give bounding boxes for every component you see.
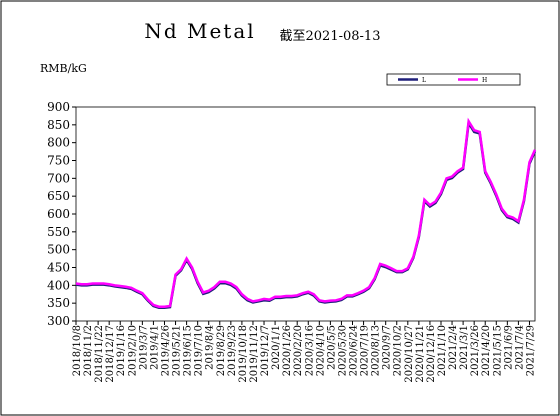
x-tick-label: 2020/9/7	[382, 325, 393, 370]
x-tick-label: 2018/12/17	[105, 325, 116, 383]
x-tick-label: 2019/9/23	[227, 325, 238, 376]
x-tick-label: 2020/2/20	[293, 325, 304, 376]
x-tick-label: 2019/4/1	[149, 325, 160, 370]
x-tick-label: 2021/7/29	[525, 325, 536, 376]
y-tick-label: 300	[47, 314, 70, 328]
x-tick-label: 2021/7/4	[514, 325, 525, 370]
x-tick-label: 2020/1/26	[282, 325, 293, 376]
x-tick-label: 2021/2/4	[448, 325, 459, 370]
legend-label: L	[422, 77, 426, 84]
x-tick-label: 2019/12/7	[260, 325, 271, 376]
y-tick-label: 600	[47, 207, 70, 221]
x-tick-label: 2020/10/27	[404, 325, 415, 383]
y-axis-label: RMB/kG	[40, 62, 87, 75]
x-tick-label: 2021/1/10	[437, 325, 448, 376]
x-tick-label: 2019/10/18	[238, 325, 249, 383]
x-tick-label: 2021/3/26	[470, 325, 481, 376]
x-tick-label: 2021/4/20	[481, 325, 492, 376]
x-tick-label: 2020/11/21	[415, 325, 426, 383]
x-tick-label: 2019/5/21	[172, 325, 183, 376]
y-tick-label: 800	[47, 136, 70, 150]
x-tick-label: 2020/3/16	[304, 325, 315, 376]
y-tick-label: 650	[47, 189, 70, 203]
chart-subtitle: 截至2021-08-13	[280, 29, 381, 44]
legend	[386, 73, 521, 86]
x-tick-label: 2019/4/26	[160, 325, 171, 376]
x-tick-label: 2019/8/29	[216, 325, 227, 376]
series-line	[75, 117, 537, 308]
y-tick-label: 450	[47, 261, 70, 275]
x-tick-label: 2020/4/10	[315, 325, 326, 376]
y-tick-label: 700	[47, 171, 70, 185]
y-tick-label: 850	[47, 118, 70, 132]
x-tick-label: 2018/11/2	[83, 325, 94, 376]
x-tick-label: 2020/12/16	[426, 325, 437, 383]
x-tick-label: 2020/8/13	[371, 325, 382, 376]
x-tick-label: 2019/1/16	[116, 325, 127, 376]
x-tick-label: 2019/7/10	[194, 325, 205, 376]
x-tick-label: 2021/6/9	[503, 325, 514, 370]
chart-title: Nd Metal	[144, 19, 255, 43]
x-tick-label: 2020/6/24	[349, 325, 360, 376]
x-tick-label: 2018/11/22	[94, 325, 105, 383]
legend-label: H	[482, 77, 487, 84]
y-tick-label: 550	[47, 225, 70, 239]
x-tick-label: 2021/5/15	[492, 325, 503, 376]
y-tick-label: 500	[47, 243, 70, 257]
x-tick-label: 2019/2/10	[127, 325, 138, 376]
x-tick-label: 2019/8/4	[205, 325, 216, 370]
x-tick-label: 2020/5/30	[337, 325, 348, 376]
x-tick-label: 2020/5/5	[326, 325, 337, 370]
x-tick-label: 2020/1/1	[271, 325, 282, 370]
y-tick-label: 400	[47, 278, 70, 292]
x-tick-label: 2021/3/1	[459, 325, 470, 370]
x-tick-label: 2019/11/12	[249, 325, 260, 383]
x-tick-label: 2018/10/8	[72, 325, 83, 376]
x-tick-label: 2019/3/7	[138, 325, 149, 370]
x-tick-label: 2020/7/19	[360, 325, 371, 376]
y-tick-label: 350	[47, 296, 70, 310]
y-tick-label: 750	[47, 154, 70, 168]
y-tick-label: 900	[47, 100, 70, 114]
x-tick-label: 2019/6/15	[183, 325, 194, 376]
x-tick-label: 2020/10/2	[393, 325, 404, 376]
